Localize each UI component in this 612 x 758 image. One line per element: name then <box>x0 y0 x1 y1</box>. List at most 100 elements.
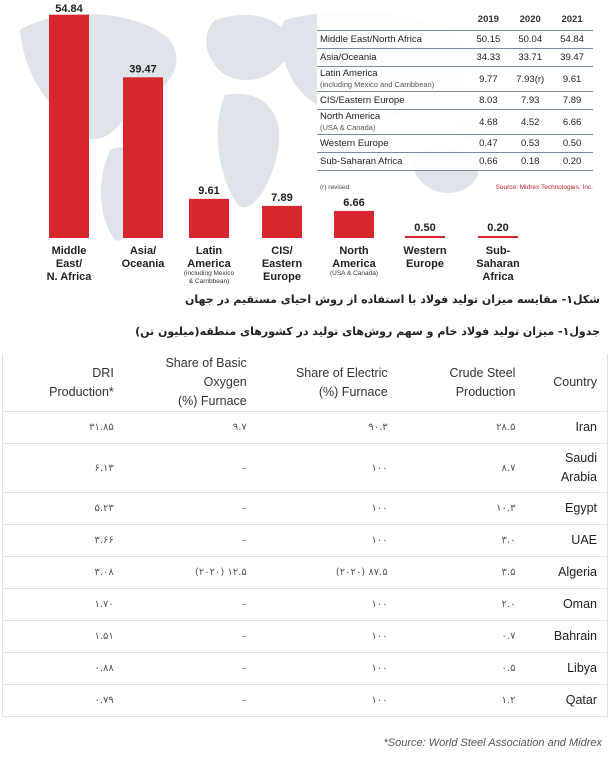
cell-dri: ۱.۷۰ <box>1 588 124 621</box>
inset-cell: 0.18 <box>520 156 540 167</box>
map-landmass <box>206 14 289 80</box>
inset-cell: 0.47 <box>479 138 498 149</box>
cell-bof-share: – <box>123 588 257 621</box>
inset-year-2020: 2020 <box>519 13 541 25</box>
inset-row: Asia/Oceania 34.33 33.71 39.47 <box>317 48 593 66</box>
bar <box>334 210 374 238</box>
inset-row-subname: (including Mexico and Carribbean) <box>320 80 435 89</box>
inset-cell: 9.61 <box>562 73 582 85</box>
cell-crude-steel: ۳.۵ <box>397 556 526 589</box>
cell-crude-steel: ۰.۷ <box>397 620 526 653</box>
bar <box>49 14 89 239</box>
inset-data-table: 2019 2020 2021 Middle East/North Africa 5… <box>317 8 593 171</box>
inset-row-name: North America <box>320 111 381 122</box>
header-eaf-share: Share of Electric (%) Furnace <box>256 354 398 412</box>
category-label: Asia/ <box>130 245 156 257</box>
cell-country: Libya <box>525 652 609 685</box>
table-row: ۳.۶۶–۱۰۰ ۳.۰ UAE <box>1 524 609 557</box>
bars-group <box>49 14 518 239</box>
header-country: Country <box>525 354 609 412</box>
cell-bof-share: – <box>123 620 257 653</box>
inset-cell: 4.52 <box>520 116 540 128</box>
inset-cell: 54.84 <box>560 34 584 45</box>
inset-cell: 7.93(r) <box>516 73 545 85</box>
table-row: ۱.۵۱–۱۰۰ ۰.۷ Bahrain <box>1 620 609 653</box>
header-dri: DRI Production* <box>1 354 124 412</box>
inset-row-name: Middle East/North Africa <box>320 34 422 45</box>
steel-production-table: DRI Production* Share of Basic Oxygen (%) … <box>1 354 609 717</box>
cell-crude-steel: ۲.۰ <box>397 588 526 621</box>
category-label: Europe <box>406 258 444 270</box>
inset-footer: (r) revised Source: Midrex Technologies,… <box>320 184 593 191</box>
inset-cell: 9.77 <box>479 73 498 85</box>
cell-eaf-share: ۹۰.۳ <box>256 411 398 444</box>
cell-dri: ۵.۲۳ <box>1 492 124 525</box>
cell-eaf-share: ۱۰۰ <box>256 684 398 717</box>
category-label: Europe <box>263 271 301 283</box>
cell-eaf-share: (۲۰۲۰) ۸۷.۵ <box>256 556 398 589</box>
cell-crude-steel: ۰.۵ <box>397 652 526 685</box>
header-crude-steel: Crude Steel Production <box>397 354 526 412</box>
bar-value-label: 0.50 <box>414 222 435 234</box>
table-row: ۰.۸۸–۱۰۰ ۰.۵ Libya <box>1 652 609 685</box>
cell-crude-steel: ۳.۰ <box>397 524 526 557</box>
category-label: CIS/ <box>271 245 292 257</box>
table-header-row: DRI Production* Share of Basic Oxygen (%) … <box>1 354 609 412</box>
inset-cell: 0.66 <box>479 156 498 167</box>
cell-country: Oman <box>525 588 609 621</box>
cell-dri: ۶.۱۳ <box>1 443 124 493</box>
country-name-line: Algeria <box>558 565 597 579</box>
cell-dri: ۳.۶۶ <box>1 524 124 557</box>
table-caption: جدول۱- میزان تولید فولاد خام و سهم روش‌ه… <box>135 325 600 338</box>
cell-country: Egypt <box>525 492 609 525</box>
inset-row-name: Latin America <box>320 68 378 79</box>
country-name-line: Egypt <box>565 501 597 515</box>
bar <box>478 236 518 238</box>
inset-cell: 8.03 <box>479 95 498 106</box>
inset-row: CIS/Eastern Europe 8.03 7.93 7.89 <box>317 91 593 109</box>
inset-cell: 50.04 <box>518 34 543 45</box>
category-label: America <box>332 258 376 270</box>
country-name-line: Libya <box>567 661 597 675</box>
cell-dri: ۰.۷۹ <box>1 684 124 717</box>
inset-source: Source: Midrex Technologies, Inc. <box>495 184 593 191</box>
cell-crude-steel: ۸.۷ <box>397 443 526 493</box>
bar <box>123 77 163 238</box>
category-label: Africa <box>482 271 514 283</box>
cell-eaf-share: ۱۰۰ <box>256 588 398 621</box>
inset-row-name: Western Europe <box>320 138 389 149</box>
bar-value-label: 9.61 <box>198 185 219 197</box>
inset-cell: 0.53 <box>520 138 540 149</box>
inset-year-2019: 2019 <box>477 13 499 25</box>
inset-row: Latin America (including Mexico and Carri… <box>317 66 593 91</box>
category-sublabel: & Carribbean) <box>189 278 229 285</box>
bar-value-label: 54.84 <box>55 3 83 15</box>
inset-cell: 50.15 <box>476 34 501 45</box>
cell-crude-steel: ۱۰.۳ <box>397 492 526 525</box>
inset-row-subname: (USA & Canada) <box>320 123 376 132</box>
cell-country: Bahrain <box>525 620 609 653</box>
inset-row-name: CIS/Eastern Europe <box>320 95 405 106</box>
inset-row-name: Sub-Saharan Africa <box>320 156 403 167</box>
country-name-line: Saudi <box>565 451 597 465</box>
category-label: Latin <box>196 245 223 257</box>
cell-country: Iran <box>525 411 609 444</box>
country-name-line: UAE <box>571 533 597 547</box>
category-label: Western <box>403 245 446 257</box>
cell-eaf-share: ۱۰۰ <box>256 443 398 493</box>
country-name-line: Iran <box>575 420 597 434</box>
table-row: ۱.۷۰–۱۰۰ ۲.۰ Oman <box>1 588 609 621</box>
country-name-line: Qatar <box>565 693 597 707</box>
cell-bof-share: – <box>123 684 257 717</box>
inset-row: Middle East/North Africa 50.15 50.04 54.84 <box>317 30 593 48</box>
cell-country: Saudi Arabia <box>525 443 609 493</box>
bar <box>405 235 445 238</box>
map-landmass <box>217 93 280 208</box>
source-note: *Source: World Steel Association and Mid… <box>383 737 602 749</box>
table-row: ۶.۱۳–۱۰۰ ۸.۷ Saudi Arabia <box>1 443 609 493</box>
cell-crude-steel: ۱.۲ <box>397 684 526 717</box>
inset-cell: 39.47 <box>560 52 584 63</box>
inset-cell: 0.20 <box>562 156 582 167</box>
country-name-line: Bahrain <box>553 629 597 643</box>
